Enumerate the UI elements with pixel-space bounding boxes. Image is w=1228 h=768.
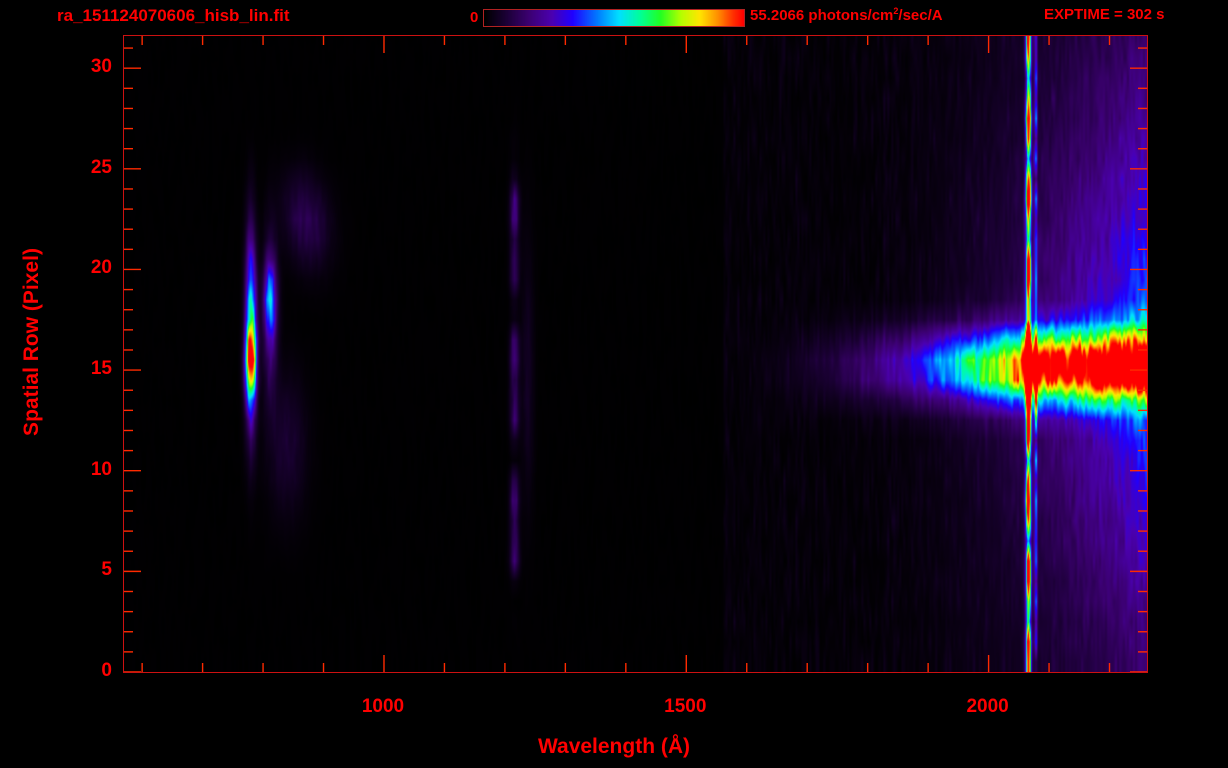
- exptime-label: EXPTIME = 302 s: [1044, 6, 1165, 23]
- colorbar-max-label: 55.2066 photons/cm2/sec/A: [750, 6, 943, 24]
- x-tick-label: 1000: [361, 696, 405, 717]
- colorbar: [483, 9, 745, 27]
- x-tick-label: 2000: [966, 696, 1009, 717]
- x-axis-title: Wavelength (Å): [537, 735, 691, 758]
- y-axis-title: Spatial Row (Pixel): [20, 248, 43, 436]
- colorbar-units-exponent: 2: [893, 6, 899, 16]
- colorbar-units-pre: photons/cm: [804, 7, 894, 24]
- y-tick-label: 10: [90, 458, 112, 480]
- plot-frame: [123, 35, 1148, 673]
- y-tick-label: 20: [90, 257, 112, 279]
- colorbar-units-post: /sec/A: [898, 7, 943, 24]
- x-tick-label: 1500: [664, 696, 707, 717]
- y-tick-label: 5: [101, 559, 112, 581]
- spectrum-image: [124, 36, 1147, 672]
- y-tick-label: 25: [90, 156, 112, 178]
- page-title: ra_151124070606_hisb_lin.fit: [57, 6, 290, 25]
- colorbar-min-label: 0: [470, 9, 479, 26]
- y-tick-label: 0: [101, 660, 112, 681]
- y-tick-label: 30: [90, 56, 112, 78]
- colorbar-max-value: 55.2066: [750, 7, 805, 24]
- y-tick-label: 15: [90, 358, 112, 380]
- colorbar-gradient: [484, 10, 744, 26]
